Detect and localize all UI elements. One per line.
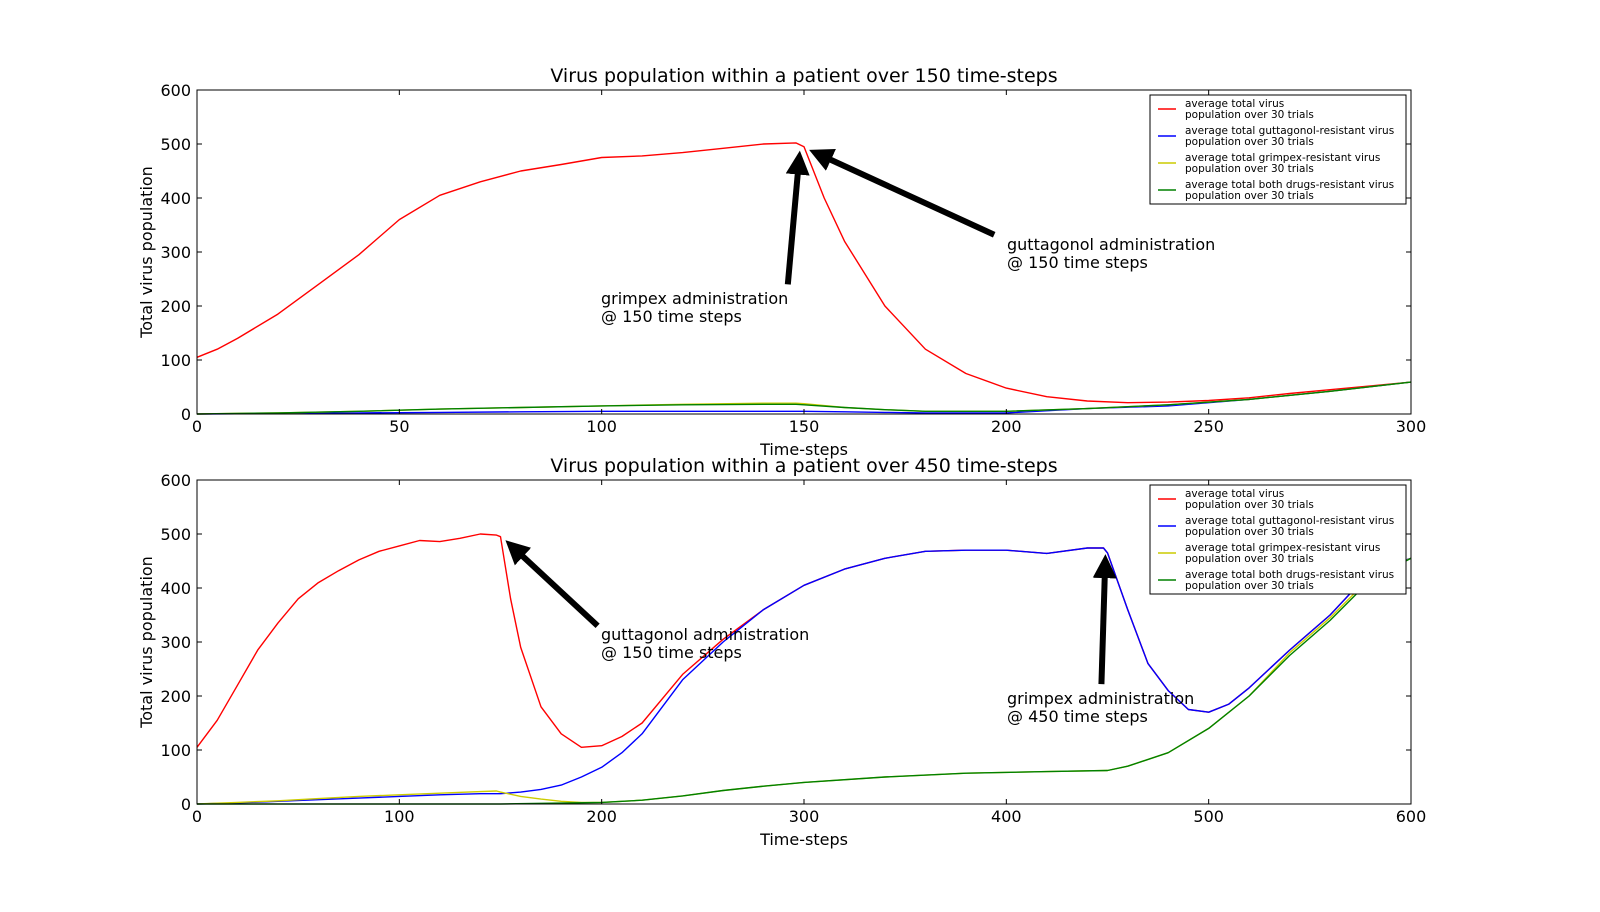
- chart-450-steps: Virus population within a patient over 4…: [137, 455, 1426, 849]
- annotation-text-line1: grimpex administration: [601, 289, 788, 308]
- x-tick-label: 0: [192, 807, 202, 826]
- legend-label-3: average total both drugs-resistant virus: [1185, 569, 1394, 581]
- legend-label-2: population over 30 trials: [1185, 163, 1314, 175]
- legend-box: [1149, 484, 1407, 595]
- annotation-arrow: [784, 150, 810, 285]
- legend-label-2: average total grimpex-resistant virus: [1185, 542, 1380, 554]
- legend-label-0: population over 30 trials: [1185, 499, 1314, 511]
- y-axis-label: Total virus population: [137, 556, 156, 729]
- series-line-1: [196, 381, 1412, 415]
- x-tick-label: 50: [389, 417, 409, 436]
- y-tick-label: 200: [160, 297, 191, 316]
- legend-label-2: population over 30 trials: [1185, 553, 1314, 565]
- x-axis-label: Time-steps: [759, 440, 848, 459]
- y-tick-label: 600: [160, 81, 191, 100]
- y-axis-label: Total virus population: [137, 166, 156, 339]
- chart-150-steps: Virus population within a patient over 1…: [137, 65, 1426, 459]
- annotation-text-line2: @ 150 time steps: [601, 307, 742, 326]
- y-tick-label: 400: [160, 189, 191, 208]
- y-tick-label: 600: [160, 471, 191, 490]
- series-line-2: [196, 557, 1412, 805]
- y-tick-label: 100: [160, 351, 191, 370]
- annotation-text-line2: @ 150 time steps: [601, 643, 742, 662]
- annotation-1: grimpex administration@ 450 time steps: [1007, 554, 1194, 726]
- legend-label-2: average total grimpex-resistant virus: [1185, 152, 1380, 164]
- annotation-arrow: [505, 540, 600, 628]
- x-tick-label: 200: [586, 807, 617, 826]
- annotation-text-line2: @ 450 time steps: [1007, 707, 1148, 726]
- y-tick-label: 300: [160, 633, 191, 652]
- annotation-arrow: [809, 148, 996, 238]
- annotation-text-line1: grimpex administration: [1007, 689, 1194, 708]
- series-line-3: [196, 381, 1412, 415]
- y-tick-label: 0: [181, 795, 191, 814]
- legend-label-3: average total both drugs-resistant virus: [1185, 179, 1394, 191]
- y-tick-label: 0: [181, 405, 191, 424]
- y-tick-label: 500: [160, 525, 191, 544]
- annotation-0: grimpex administration@ 150 time steps: [601, 150, 810, 326]
- legend-label-1: population over 30 trials: [1185, 526, 1314, 538]
- legend-label-0: average total virus: [1185, 98, 1284, 110]
- legend-label-1: population over 30 trials: [1185, 136, 1314, 148]
- legend-box: [1149, 94, 1407, 205]
- x-tick-label: 100: [384, 807, 415, 826]
- plot-area: 0 50 100 150 200 250 300 0 100 200 300 400 500 600 ave…: [160, 81, 1426, 436]
- y-tick-label: 500: [160, 135, 191, 154]
- x-tick-label: 300: [789, 807, 820, 826]
- annotation-text-line1: guttagonol administration: [1007, 235, 1215, 254]
- y-tick-label: 400: [160, 579, 191, 598]
- legend-label-0: average total virus: [1185, 488, 1284, 500]
- x-tick-label: 300: [1396, 417, 1427, 436]
- x-axis-label: Time-steps: [759, 830, 848, 849]
- x-tick-label: 100: [586, 417, 617, 436]
- series-line-3: [197, 557, 1412, 805]
- legend-label-1: average total guttagonol-resistant virus: [1185, 515, 1394, 527]
- x-tick-label: 250: [1193, 417, 1224, 436]
- y-tick-label: 200: [160, 687, 191, 706]
- y-tick-label: 300: [160, 243, 191, 262]
- legend-label-3: population over 30 trials: [1185, 190, 1314, 202]
- annotation-1: guttagonol administration@ 150 time step…: [809, 148, 1215, 272]
- series-line-0: [196, 142, 1412, 404]
- legend-label-3: population over 30 trials: [1185, 580, 1314, 592]
- x-tick-label: 500: [1193, 807, 1224, 826]
- annotation-0: guttagonol administration@ 150 time step…: [505, 540, 809, 662]
- chart-title: Virus population within a patient over 4…: [550, 455, 1057, 477]
- x-tick-label: 400: [991, 807, 1022, 826]
- plot-area: 0 100 200 300 400 500 600 0 100 200 300 400 500 600 av…: [160, 471, 1426, 826]
- annotation-text-line2: @ 150 time steps: [1007, 253, 1148, 272]
- legend-label-1: average total guttagonol-resistant virus: [1185, 125, 1394, 137]
- x-tick-label: 0: [192, 417, 202, 436]
- series-line-1: [196, 547, 1412, 805]
- y-tick-label: 100: [160, 741, 191, 760]
- chart-title: Virus population within a patient over 1…: [550, 65, 1057, 87]
- annotation-text-line1: guttagonol administration: [601, 625, 809, 644]
- legend-label-0: population over 30 trials: [1185, 109, 1314, 121]
- annotation-arrow: [1092, 554, 1117, 685]
- x-tick-label: 600: [1396, 807, 1427, 826]
- x-tick-label: 150: [789, 417, 820, 436]
- x-tick-label: 200: [991, 417, 1022, 436]
